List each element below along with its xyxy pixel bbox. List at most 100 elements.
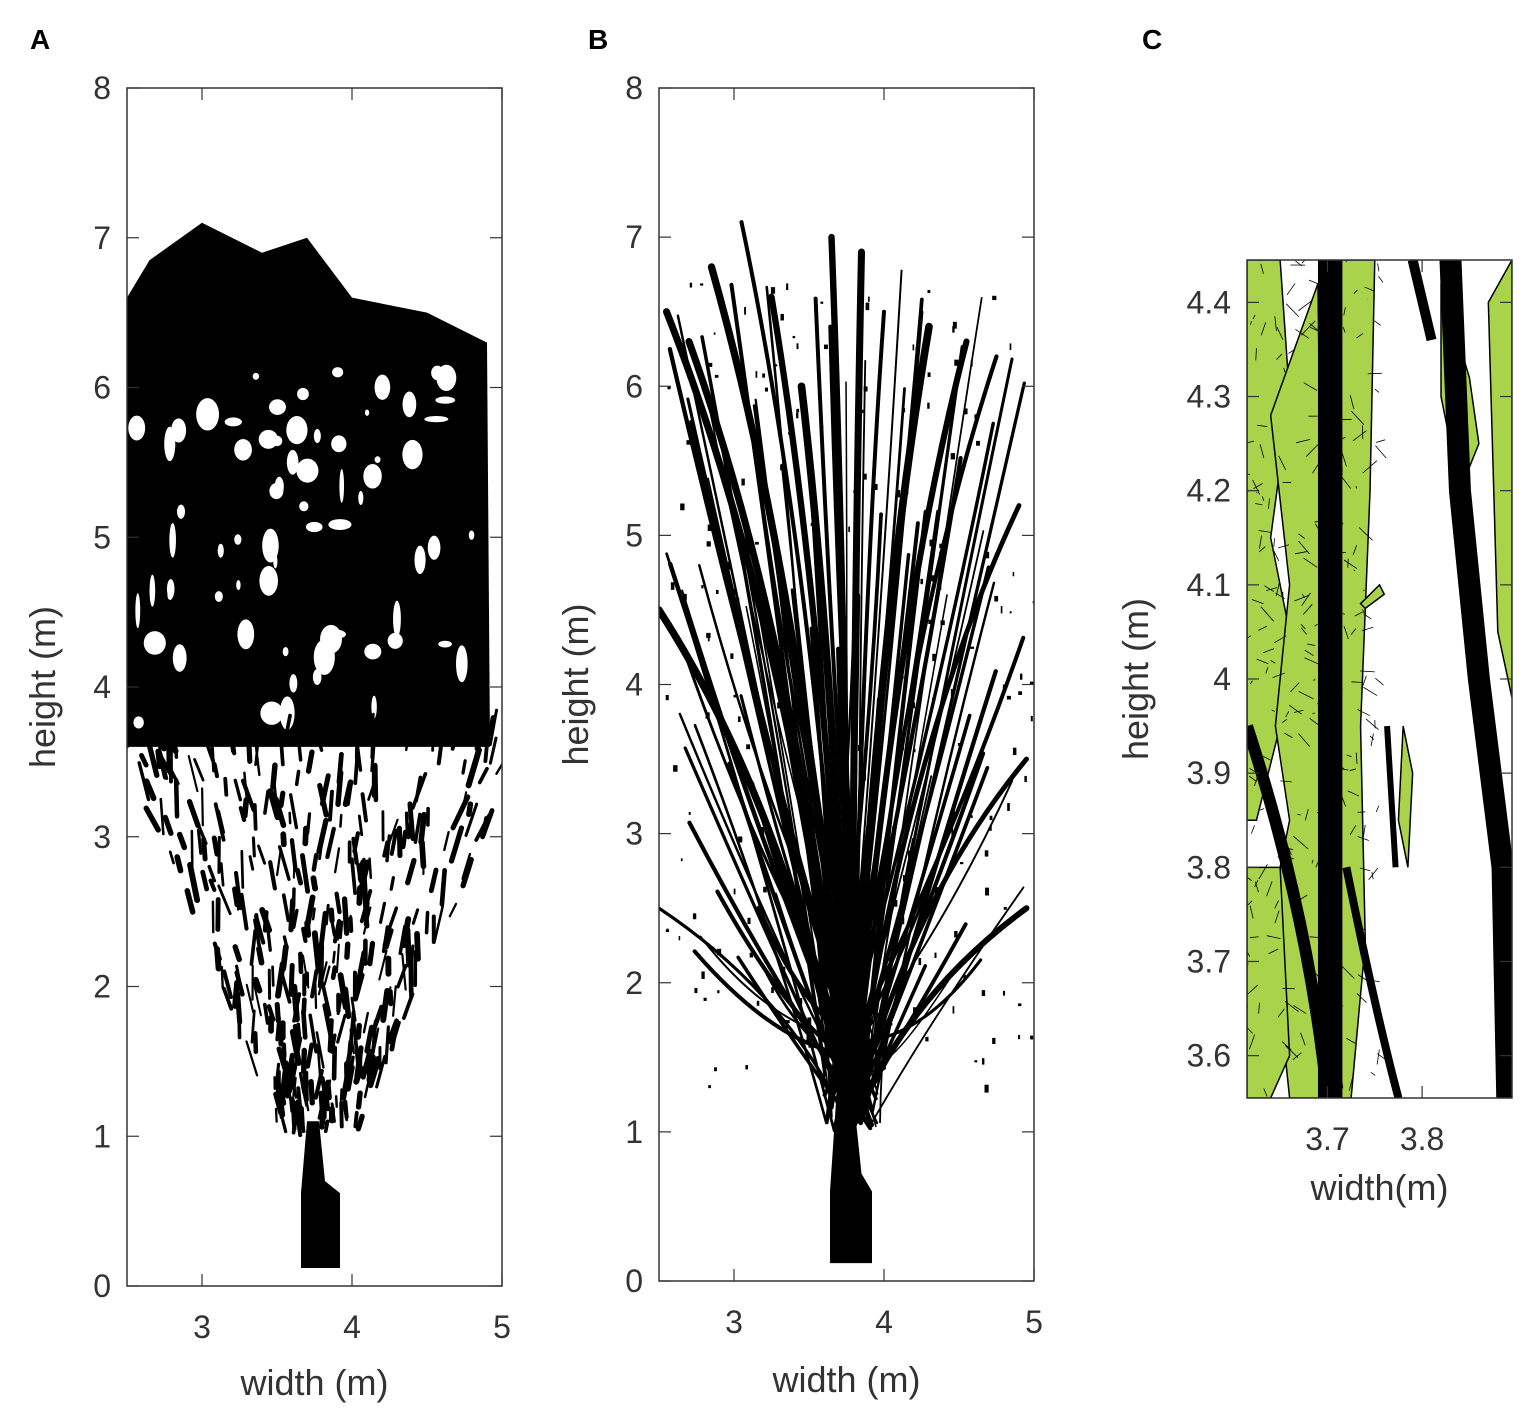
mesh-edge	[1292, 835, 1309, 850]
mesh-edge	[1260, 322, 1267, 336]
canopy-gap	[149, 574, 156, 607]
point	[1017, 1034, 1021, 1040]
point-streak	[349, 914, 353, 929]
x-tick-label: 4	[875, 1304, 893, 1340]
point	[1000, 605, 1003, 614]
point-streak	[268, 860, 277, 891]
mesh-edge	[1284, 732, 1293, 738]
point	[777, 417, 781, 425]
point-streak	[271, 965, 275, 987]
mesh-edge	[1255, 503, 1263, 506]
point-streak	[143, 778, 157, 802]
canopy-gap	[393, 600, 401, 638]
point-streak	[158, 746, 169, 780]
mesh-edge	[1352, 545, 1357, 556]
point	[957, 743, 962, 747]
point-streak	[174, 854, 184, 874]
point-streak	[348, 1010, 356, 1051]
x-tick-label: 3	[725, 1304, 743, 1340]
point-streak	[232, 886, 240, 908]
point	[807, 1017, 812, 1025]
point-streak	[333, 847, 341, 874]
point	[992, 1037, 996, 1044]
point-streak	[245, 1040, 259, 1077]
point-streak	[323, 965, 331, 986]
mesh-edge	[1360, 670, 1375, 673]
point	[882, 676, 886, 683]
panel-b-point-cloud	[659, 220, 1034, 1264]
point	[780, 464, 784, 471]
mesh-edge	[1249, 680, 1253, 685]
point	[708, 362, 713, 367]
point	[779, 589, 783, 598]
point	[835, 864, 840, 873]
point	[810, 522, 814, 526]
mesh-edge	[1270, 660, 1276, 664]
mesh-edge	[1280, 780, 1292, 783]
point	[1018, 1003, 1022, 1007]
mesh-edge	[1375, 439, 1386, 443]
point-streak	[324, 903, 330, 926]
point-streak	[243, 771, 248, 800]
point	[756, 1000, 760, 1006]
point	[854, 516, 859, 522]
point-streak	[213, 802, 226, 842]
point-streak	[246, 744, 253, 764]
point-streak	[230, 721, 235, 744]
mesh-edge	[1276, 353, 1283, 360]
mesh-edge	[1301, 592, 1311, 606]
point-streak	[173, 777, 180, 819]
mesh-edge	[1274, 900, 1279, 909]
canopy-gap	[414, 545, 426, 575]
point-streak	[450, 794, 471, 831]
point-streak	[143, 705, 161, 742]
point-streak	[250, 1009, 256, 1044]
point-streak	[301, 1009, 308, 1040]
twig	[864, 775, 933, 1087]
point-streak	[282, 713, 292, 748]
mesh-edge	[1293, 1005, 1307, 1014]
point-streak	[249, 929, 257, 966]
mesh-edge	[1358, 527, 1373, 541]
mesh-edge	[1283, 367, 1286, 373]
y-tick-label: 3.6	[1187, 1038, 1231, 1074]
point	[733, 694, 737, 698]
twig	[750, 781, 848, 1045]
point	[785, 1020, 790, 1024]
point-streak	[389, 876, 396, 891]
mesh-edge	[1249, 1034, 1255, 1050]
point-streak	[340, 1060, 353, 1101]
mesh-edge	[1247, 900, 1253, 907]
mesh-edge	[1266, 587, 1278, 591]
point	[874, 483, 878, 490]
mesh-edge	[1258, 530, 1272, 533]
canopy-gap	[374, 374, 391, 400]
mesh-edge	[1276, 326, 1284, 340]
mesh-region	[1247, 866, 1291, 1098]
point-streak	[475, 700, 487, 740]
mesh-edge	[1363, 686, 1378, 696]
point	[970, 360, 973, 367]
point-streak	[275, 1016, 281, 1042]
point-streak	[363, 1077, 371, 1099]
point-streak	[291, 1118, 298, 1135]
mesh-region	[1397, 725, 1414, 868]
point-streak	[355, 1113, 365, 1132]
point-streak	[414, 775, 423, 803]
point-streak	[413, 812, 422, 844]
point	[786, 709, 788, 714]
canopy-gap	[297, 387, 309, 401]
point-streak	[193, 758, 205, 782]
y-tick-label: 4.3	[1187, 379, 1231, 415]
point-streak	[305, 1071, 309, 1102]
point-streak	[325, 1079, 332, 1101]
point-streak	[296, 731, 303, 762]
point	[670, 582, 675, 590]
point-streak	[312, 719, 324, 752]
y-tick-label: 6	[625, 368, 643, 404]
point-streak	[219, 862, 225, 887]
canopy-gap	[214, 591, 223, 602]
point-streak	[389, 828, 399, 856]
mesh-edge	[1375, 445, 1387, 459]
